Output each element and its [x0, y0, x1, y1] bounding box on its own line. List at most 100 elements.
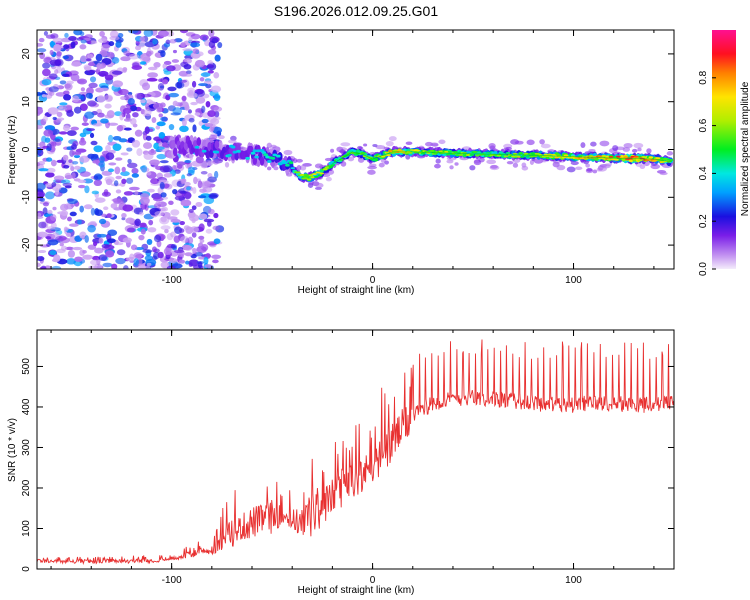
halo-blob — [322, 173, 331, 177]
noise-blob — [59, 242, 64, 247]
noise-blob — [93, 179, 103, 187]
noise-blob — [64, 32, 69, 38]
noise-blob — [99, 31, 105, 37]
noise-blob — [45, 236, 52, 240]
noise-blob — [82, 250, 87, 254]
ridge-cell — [608, 155, 614, 158]
noise-blob — [101, 191, 111, 197]
noise-blob — [51, 182, 57, 187]
noise-blob — [90, 140, 98, 146]
noise-blob — [136, 148, 143, 157]
noise-blob — [80, 55, 88, 63]
ridge-cell — [236, 149, 241, 153]
spectrogram-x-label: Height of straight line (km) — [298, 285, 415, 296]
noise-blob — [52, 116, 57, 120]
halo-blob — [378, 162, 385, 168]
ridge-cell — [438, 150, 444, 153]
ridge-cell — [346, 152, 352, 155]
noise-blob — [115, 189, 122, 194]
noise-blob — [58, 131, 68, 135]
noise-blob — [159, 165, 170, 173]
noise-blob — [78, 139, 87, 146]
noise-blob — [151, 246, 157, 253]
noise-blob — [60, 210, 69, 216]
noise-blob — [126, 147, 133, 152]
noise-blob — [201, 105, 206, 114]
snr-x-label: Height of straight line (km) — [298, 585, 415, 596]
ridge-cell — [230, 151, 236, 161]
noise-blob — [39, 197, 45, 202]
noise-blob — [170, 244, 177, 249]
noise-blob — [111, 263, 118, 269]
noise-blob — [146, 262, 152, 267]
noise-blob — [147, 188, 155, 193]
noise-blob — [37, 107, 44, 115]
noise-blob — [179, 125, 189, 133]
noise-blob — [93, 175, 99, 181]
noise-blob — [45, 191, 55, 200]
noise-blob — [55, 118, 62, 123]
noise-blob — [42, 68, 51, 77]
noise-blob — [139, 99, 146, 104]
noise-blob — [120, 171, 130, 177]
noise-blob — [41, 79, 52, 86]
ridge-cell — [283, 161, 288, 165]
noise-blob — [54, 69, 59, 75]
noise-blob — [184, 159, 192, 163]
ridge-cell — [261, 151, 267, 154]
ridge-cell — [525, 155, 531, 158]
noise-blob — [71, 143, 78, 150]
noise-blob — [66, 130, 77, 136]
noise-blob — [213, 212, 219, 219]
noise-blob — [134, 218, 141, 227]
noise-blob — [188, 259, 200, 267]
noise-blob — [96, 233, 107, 238]
noise-blob — [121, 217, 126, 221]
ridge-cell — [648, 156, 654, 159]
noise-blob — [93, 145, 103, 153]
noise-blob — [158, 113, 164, 118]
noise-blob — [92, 123, 103, 127]
halo-blob — [590, 141, 597, 147]
noise-blob — [52, 37, 64, 44]
ridge-cell — [312, 173, 317, 176]
noise-blob — [147, 66, 158, 71]
halo-blob — [372, 143, 378, 148]
noise-blob — [178, 228, 185, 233]
ridge-cell — [330, 164, 335, 167]
noise-blob — [144, 126, 150, 135]
noise-blob — [80, 95, 85, 101]
noise-blob — [171, 59, 180, 63]
noise-blob — [130, 244, 138, 251]
noise-blob — [157, 83, 165, 91]
halo-blob — [438, 139, 446, 145]
halo-blob — [540, 143, 551, 149]
y-tick-label: -10 — [21, 190, 32, 205]
y-tick-label: 100 — [21, 520, 32, 537]
noise-blob — [84, 185, 90, 194]
noise-blob — [70, 41, 76, 49]
ridge-cell — [328, 166, 334, 168]
noise-blob — [105, 144, 111, 152]
halo-blob — [330, 148, 335, 153]
noise-blob — [158, 132, 166, 139]
noise-blob — [37, 249, 47, 254]
noise-blob — [199, 238, 205, 244]
noise-blob — [145, 50, 152, 57]
noise-blob — [214, 54, 221, 62]
noise-blob — [105, 152, 115, 161]
ridge-cell — [337, 160, 343, 163]
noise-blob — [198, 195, 207, 199]
halo-blob — [488, 143, 496, 149]
noise-blob — [203, 80, 213, 85]
noise-blob — [98, 254, 108, 261]
noise-blob — [37, 212, 42, 217]
noise-blob — [78, 184, 86, 189]
noise-blob — [172, 189, 178, 195]
ridge-cell — [252, 149, 258, 153]
noise-blob — [87, 153, 95, 159]
noise-blob — [159, 181, 165, 190]
ridge-cell — [209, 149, 214, 159]
noise-blob — [191, 248, 197, 253]
noise-blob — [180, 30, 188, 34]
